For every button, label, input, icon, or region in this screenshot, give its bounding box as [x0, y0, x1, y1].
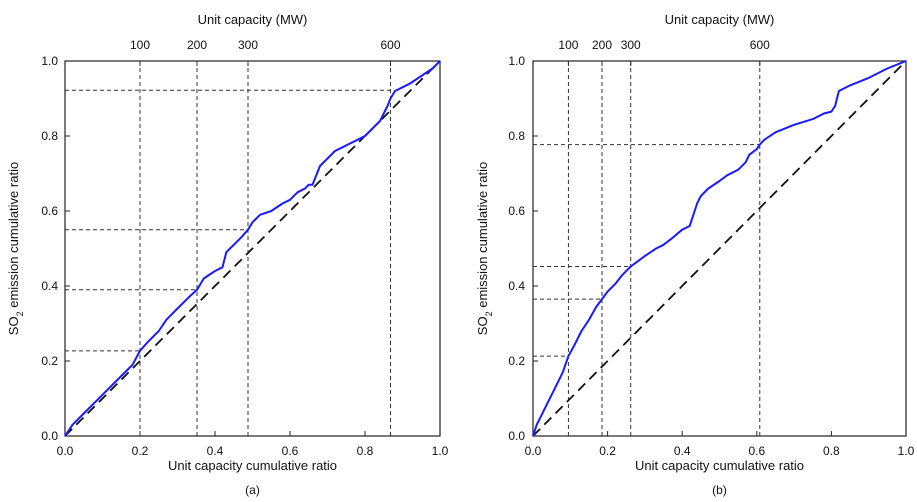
- x-tick-label: 0.4: [207, 444, 224, 458]
- y-axis-title-subscript: 2: [15, 311, 25, 316]
- chart-panel-b: 0.0 0.2 0.4 0.6 0.8 1.0 0.0 0.2 0.4 0.6 0.8 1.0 100 2…: [475, 12, 915, 497]
- chart-panel-a: 0.0 0.2 0.4 0.6 0.8 1.0 0.0 0.2 0.4 0.6 0.8 1.0 100 2…: [6, 12, 449, 497]
- top-axis-title: Unit capacity (MW): [198, 12, 308, 27]
- cumulative-ratio-curve: [64, 60, 441, 437]
- top-tick-label: 200: [187, 38, 207, 52]
- equality-reference-line: [532, 60, 907, 437]
- x-tick-label: 1.0: [432, 444, 449, 458]
- y-tick-label: 0.4: [41, 279, 58, 293]
- top-tick-label: 200: [592, 38, 612, 52]
- cumulative-ratio-curve: [532, 60, 907, 437]
- x-tick-label: 1.0: [898, 444, 915, 458]
- equality-reference-line: [64, 60, 441, 437]
- x-tick-label: 0.4: [674, 444, 691, 458]
- panel-label: (b): [712, 483, 727, 497]
- y-axis-title: SO2 emission cumulative ratio: [6, 162, 25, 335]
- x-axis-title: Unit capacity cumulative ratio: [168, 458, 337, 473]
- x-tick-label: 0.6: [282, 444, 299, 458]
- y-tick-label: 0.6: [41, 204, 58, 218]
- x-tick-label: 0.8: [357, 444, 374, 458]
- x-tick-label: 0.2: [132, 444, 149, 458]
- y-tick-label: 1.0: [508, 54, 525, 68]
- y-tick-label: 1.0: [41, 54, 58, 68]
- y-tick-label: 0.8: [41, 129, 58, 143]
- y-tick-label: 0.6: [508, 204, 525, 218]
- top-tick-label: 600: [750, 38, 770, 52]
- y-tick-label: 0.0: [41, 429, 58, 443]
- top-tick-label: 300: [238, 38, 258, 52]
- top-tick-label: 300: [621, 38, 641, 52]
- y-axis-title-rest: emission cumulative ratio: [6, 162, 21, 312]
- x-tick-label: 0.8: [823, 444, 840, 458]
- y-axis-title-main: SO: [6, 316, 21, 335]
- y-tick-label: 0.0: [508, 429, 525, 443]
- y-tick-label: 0.8: [508, 129, 525, 143]
- x-tick-label: 0.2: [599, 444, 616, 458]
- y-tick-label: 0.2: [508, 354, 525, 368]
- plot-frame: [532, 60, 907, 437]
- y-tick-label: 0.2: [41, 354, 58, 368]
- top-tick-label: 100: [130, 38, 150, 52]
- top-axis-title: Unit capacity (MW): [665, 12, 775, 27]
- plot-frame: [64, 60, 441, 437]
- y-axis-title-rest: emission cumulative ratio: [475, 162, 490, 312]
- y-axis-title-subscript: 2: [484, 311, 494, 316]
- x-tick-label: 0.6: [748, 444, 765, 458]
- y-axis-title-main: SO: [475, 316, 490, 335]
- y-tick-label: 0.4: [508, 279, 525, 293]
- x-axis-title: Unit capacity cumulative ratio: [635, 458, 804, 473]
- panel-label: (a): [245, 483, 260, 497]
- x-tick-label: 0.0: [525, 444, 542, 458]
- y-axis-title: SO2 emission cumulative ratio: [475, 162, 494, 335]
- top-tick-label: 100: [558, 38, 578, 52]
- x-tick-label: 0.0: [57, 444, 74, 458]
- top-tick-label: 600: [380, 38, 400, 52]
